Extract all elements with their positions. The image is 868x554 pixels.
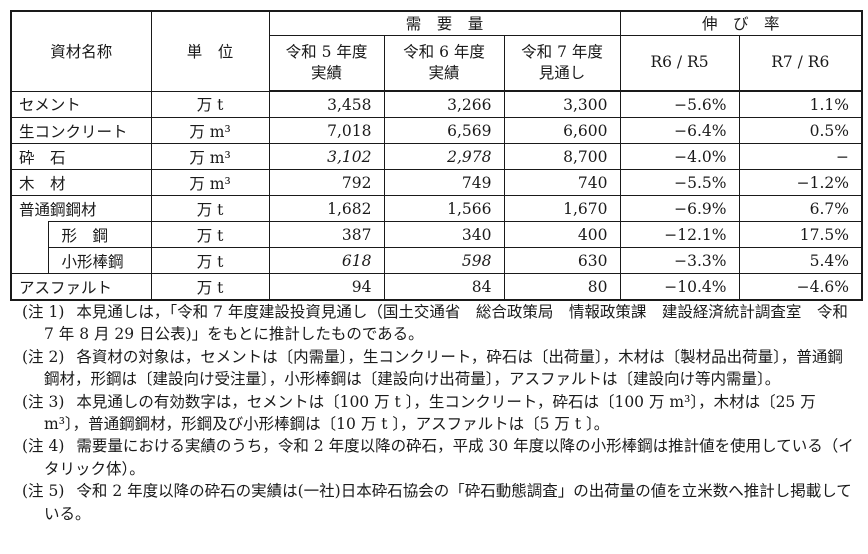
material-name-cell: 砕 石 [10, 143, 152, 170]
growth-r6r5-cell: −6.4% [619, 117, 740, 144]
demand-y5-cell: 1,682 [268, 195, 385, 222]
header-y6: 令和 6 年度 実績 [383, 34, 505, 92]
growth-r7r6-cell: 6.7% [738, 195, 863, 222]
header-r6r5: R6 / R5 [619, 34, 740, 92]
demand-y7-cell: 80 [503, 273, 621, 301]
note: (注 4) 需要量における実績のうち，令和 2 年度以降の砕石，平成 30 年度以… [10, 435, 856, 480]
table-row: セメント万 t 3,458 3,266 3,300 −5.6% 1.1% [10, 90, 863, 118]
growth-r6r5-cell: −5.5% [619, 169, 740, 196]
demand-y7-cell: 1,670 [503, 195, 621, 222]
demand-y7-cell: 630 [503, 247, 621, 274]
unit-cell: 万 m³ [150, 117, 270, 144]
header-r7r6: R7 / R6 [738, 34, 863, 92]
growth-r6r5-cell: −6.9% [619, 195, 740, 222]
note: (注 5) 令和 2 年度以降の砕石の実績は(一社)日本砕石協会の「砕石動態調査」… [10, 480, 856, 525]
indent-spacer [10, 221, 49, 274]
header-y5: 令和 5 年度 実績 [268, 34, 385, 92]
note: (注 1) 本見通しは，「令和 7 年度建設投資見通し（国土交通省 総合政策局 情… [10, 301, 856, 346]
note: (注 3) 本見通しの有効数字は，セメントは〔100 万 t 〕，生コンクリート，… [10, 391, 856, 436]
note-text: 需要量における実績のうち，令和 2 年度以降の砕石，平成 30 年度以降の小形棒… [44, 437, 854, 478]
note-label: (注 2) [22, 347, 65, 366]
material-name-cell: 小形棒鋼 [47, 247, 152, 274]
table-row: アスファルト万 t 94 84 80 −10.4% −4.6% [10, 273, 863, 301]
table-row: 形 鋼万 t 387 340 400 −12.1% 17.5% [10, 221, 863, 274]
material-name-cell: 形 鋼 [47, 221, 152, 248]
demand-y5-cell: 3,102 [268, 143, 385, 170]
demand-y7-cell: 3,300 [503, 90, 621, 118]
unit-cell: 万 t [150, 273, 270, 301]
demand-y6-cell: 6,569 [383, 117, 505, 144]
demand-y5-cell: 792 [268, 169, 385, 196]
materials-demand-table-wrap: 資材名称 単 位 需 要 量 伸 び 率 令和 5 年度 実績 令和 6 年度 … [10, 10, 864, 301]
demand-y7-cell: 740 [503, 169, 621, 196]
demand-y6-cell: 340 [383, 221, 505, 248]
demand-y7-cell: 6,600 [503, 117, 621, 144]
unit-cell: 万 t [150, 90, 270, 118]
note-text: 本見通しは，「令和 7 年度建設投資見通し（国土交通省 総合政策局 情報政策課 … [44, 303, 848, 344]
note-text: 各資材の対象は，セメントは〔内需量〕，生コンクリート，砕石は〔出荷量〕，木材は〔… [44, 347, 843, 389]
note-label: (注 1) [22, 303, 65, 321]
header-material: 資材名称 [10, 10, 152, 92]
table-row: 砕 石万 m³ 3,102 2,978 8,700 −4.0% − [10, 143, 863, 170]
material-name-cell: セメント [10, 90, 152, 118]
header-y7: 令和 7 年度 見通し [503, 34, 621, 92]
material-name-cell: アスファルト [10, 273, 152, 301]
header-sub-row: 令和 5 年度 実績 令和 6 年度 実績 令和 7 年度 見通し R6 / R… [11, 34, 863, 92]
material-name-cell: 生コンクリート [10, 117, 152, 144]
demand-y6-cell: 2,978 [383, 143, 505, 170]
header-unit: 単 位 [150, 10, 270, 92]
table-row: 木 材万 m³ 792 749 740 −5.5% −1.2% [10, 169, 863, 196]
note-label: (注 3) [22, 392, 65, 411]
unit-cell: 万 m³ [150, 143, 270, 170]
demand-y6-cell: 598 [383, 247, 505, 274]
demand-y5-cell: 618 [268, 247, 385, 274]
growth-r7r6-cell: 0.5% [738, 117, 863, 144]
growth-r6r5-cell: −4.0% [619, 143, 740, 170]
note: (注 2) 各資材の対象は，セメントは〔内需量〕，生コンクリート，砕石は〔出荷量〕… [10, 346, 856, 391]
unit-cell: 万 m³ [150, 169, 270, 196]
demand-y6-cell: 749 [383, 169, 505, 196]
growth-r6r5-cell: −10.4% [619, 273, 740, 301]
demand-y7-cell: 400 [503, 221, 621, 248]
demand-y6-cell: 3,266 [383, 90, 505, 118]
growth-r6r5-cell: −3.3% [619, 247, 740, 274]
table-row: 普通鋼鋼材万 t 1,682 1,566 1,670 −6.9% 6.7% [10, 195, 863, 222]
note-label: (注 5) [22, 482, 65, 501]
growth-r6r5-cell: −12.1% [619, 221, 740, 248]
demand-y6-cell: 84 [383, 273, 505, 301]
growth-r7r6-cell: 5.4% [738, 247, 863, 274]
demand-y5-cell: 387 [268, 221, 385, 248]
growth-r7r6-cell: −1.2% [738, 169, 863, 196]
table-row: 生コンクリート万 m³ 7,018 6,569 6,600 −6.4% 0.5% [10, 117, 863, 144]
growth-r7r6-cell: −4.6% [738, 273, 863, 301]
header-growth-group: 伸 び 率 [619, 10, 863, 36]
note-label: (注 4) [22, 437, 65, 456]
note-text: 令和 2 年度以降の砕石の実績は(一社)日本砕石協会の「砕石動態調査」の出荷量の… [44, 482, 852, 523]
unit-cell: 万 t [150, 247, 270, 274]
demand-y6-cell: 1,566 [383, 195, 505, 222]
material-name-cell: 普通鋼鋼材 [10, 195, 152, 222]
growth-r7r6-cell: 17.5% [738, 221, 863, 248]
material-name-cell: 木 材 [10, 169, 152, 196]
growth-r6r5-cell: −5.6% [619, 90, 740, 118]
note-text: 本見通しの有効数字は，セメントは〔100 万 t 〕，生コンクリート，砕石は〔1… [44, 392, 816, 434]
header-demand-group: 需 要 量 [268, 10, 621, 36]
notes: (注 1) 本見通しは，「令和 7 年度建設投資見通し（国土交通省 総合政策局 情… [10, 301, 856, 525]
unit-cell: 万 t [150, 195, 270, 222]
demand-y5-cell: 3,458 [268, 90, 385, 118]
table-row: 小形棒鋼万 t 618 598 630 −3.3% 5.4% [11, 247, 863, 274]
materials-demand-table: 資材名称 単 位 需 要 量 伸 び 率 令和 5 年度 実績 令和 6 年度 … [10, 10, 864, 301]
demand-y5-cell: 7,018 [268, 117, 385, 144]
growth-r7r6-cell: 1.1% [738, 90, 863, 118]
growth-r7r6-cell: − [738, 143, 863, 170]
demand-y7-cell: 8,700 [503, 143, 621, 170]
unit-cell: 万 t [150, 221, 270, 248]
demand-y5-cell: 94 [268, 273, 385, 301]
header-group-row: 資材名称 単 位 需 要 量 伸 び 率 [10, 10, 863, 92]
